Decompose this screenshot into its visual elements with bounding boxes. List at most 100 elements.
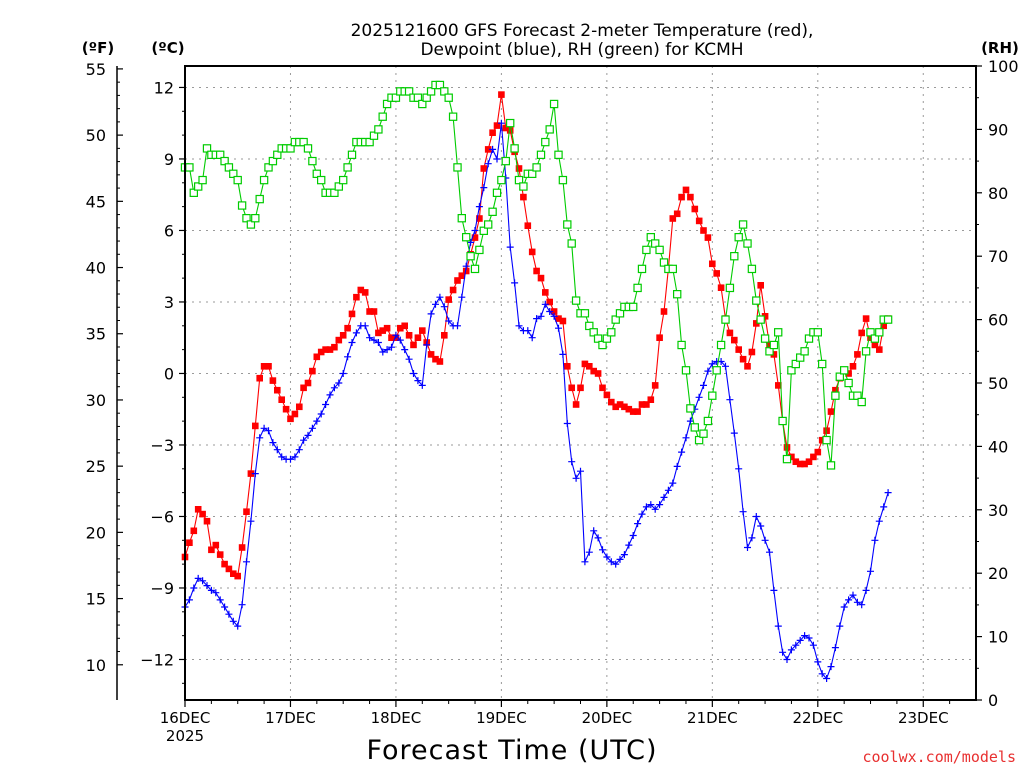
data-point-dewpoint: [722, 362, 729, 370]
data-point-temperature: [331, 343, 338, 351]
data-point-dewpoint: [599, 546, 606, 554]
data-point-rh: [444, 93, 453, 102]
axes: 16DEC 17DEC 18DEC 19DEC 20DEC 21DEC 22DEC 23DEC…: [86, 57, 1019, 727]
data-point-temperature: [673, 210, 681, 218]
data-point-temperature: [695, 217, 703, 225]
data-point-rh: [422, 93, 431, 102]
x-tick-label: 19DEC: [476, 709, 527, 727]
data-point-temperature: [357, 286, 365, 294]
fahrenheit-tick-label: 55: [86, 60, 106, 79]
data-point-dewpoint: [880, 503, 888, 511]
data-point-dewpoint: [418, 381, 426, 389]
data-point-dewpoint: [572, 474, 580, 482]
rh-tick-label: 80: [988, 184, 1008, 203]
data-point-dewpoint: [374, 339, 382, 346]
data-point-rh: [532, 163, 541, 172]
data-point-temperature: [454, 277, 461, 284]
data-point-dewpoint: [489, 145, 497, 153]
data-point-dewpoint: [555, 324, 562, 332]
data-point-rh: [655, 245, 664, 255]
data-point-dewpoint: [440, 303, 448, 311]
watermark-text: coolwx.com/models: [862, 748, 1016, 766]
data-point-temperature: [265, 363, 272, 370]
rh-tick-label: 40: [988, 437, 1008, 456]
data-point-temperature: [713, 270, 720, 277]
chart-title-line1: 2025121600 GFS Forecast 2-meter Temperat…: [351, 21, 814, 41]
data-point-temperature: [687, 193, 694, 201]
data-point-dewpoint: [682, 434, 690, 442]
data-point-dewpoint: [352, 329, 360, 337]
data-point-temperature: [484, 146, 492, 153]
data-point-temperature: [542, 289, 549, 296]
data-point-rh: [264, 163, 273, 172]
data-point-temperature: [612, 403, 619, 411]
data-point-dewpoint: [669, 479, 677, 487]
data-point-dewpoint: [366, 334, 374, 342]
data-point-rh: [875, 328, 884, 337]
data-point-dewpoint: [269, 439, 277, 447]
data-point-dewpoint: [612, 560, 620, 568]
data-point-dewpoint: [238, 601, 246, 609]
series-rh: [180, 80, 893, 470]
data-point-dewpoint: [445, 317, 453, 325]
data-point-rh: [580, 309, 590, 318]
data-point-dewpoint: [577, 467, 584, 475]
data-point-temperature: [304, 379, 312, 387]
data-point-temperature: [186, 539, 193, 546]
data-point-rh: [286, 144, 295, 153]
data-point-temperature: [660, 308, 668, 315]
data-point-temperature: [296, 403, 303, 411]
data-point-temperature: [810, 453, 817, 461]
data-point-temperature: [405, 332, 413, 339]
data-point-dewpoint: [704, 367, 712, 375]
data-point-temperature: [458, 272, 466, 279]
data-point-rh: [448, 112, 458, 121]
data-point-temperature: [322, 346, 329, 353]
data-point-dewpoint: [388, 343, 395, 351]
data-point-dewpoint: [493, 155, 501, 163]
data-point-temperature: [436, 358, 444, 365]
data-point-dewpoint: [256, 434, 264, 442]
data-point-dewpoint: [678, 448, 686, 456]
data-point-rh: [883, 315, 893, 324]
data-point-rh: [817, 359, 827, 369]
data-point-rh: [404, 87, 414, 96]
data-point-dewpoint: [344, 353, 352, 361]
data-point-dewpoint: [335, 379, 343, 387]
data-point-dewpoint: [229, 617, 237, 625]
data-point-temperature: [621, 403, 628, 411]
data-point-rh: [725, 283, 735, 293]
data-point-temperature: [669, 215, 677, 222]
celsius-tick-label: 0: [164, 364, 174, 383]
celsius-tick-label: 6: [164, 221, 174, 240]
data-point-dewpoint: [805, 634, 813, 642]
data-point-temperature: [291, 410, 299, 418]
data-point-temperature: [550, 308, 558, 315]
data-point-temperature: [480, 165, 488, 172]
data-point-rh: [615, 309, 625, 318]
data-point-dewpoint: [291, 453, 299, 461]
data-point-rh: [303, 144, 313, 153]
data-point-temperature: [643, 401, 650, 408]
celsius-tick-label: −12: [140, 650, 174, 669]
grid-lines: [185, 66, 976, 700]
data-point-dewpoint: [427, 310, 435, 318]
chart-title-line2: Dewpoint (blue), RH (green) for KCMH: [420, 40, 743, 60]
x-tick-label: 23DEC: [898, 709, 949, 727]
series-dewpoint: [181, 119, 892, 682]
data-point-temperature: [230, 570, 237, 577]
data-point-temperature: [849, 363, 857, 370]
data-point-dewpoint: [770, 586, 778, 594]
data-point-temperature: [432, 355, 439, 363]
fahrenheit-tick-label: 15: [86, 590, 106, 609]
data-point-rh: [712, 366, 721, 375]
data-point-temperature: [287, 415, 294, 423]
data-point-dewpoint: [550, 312, 558, 320]
data-point-rh: [765, 347, 774, 356]
data-point-rh: [220, 156, 229, 166]
data-point-temperature: [274, 386, 281, 394]
data-point-temperature: [555, 315, 562, 322]
x-tick-label: 16DEC: [160, 709, 211, 727]
data-point-rh: [330, 188, 339, 197]
x-tick-label: 20DEC: [582, 709, 633, 727]
